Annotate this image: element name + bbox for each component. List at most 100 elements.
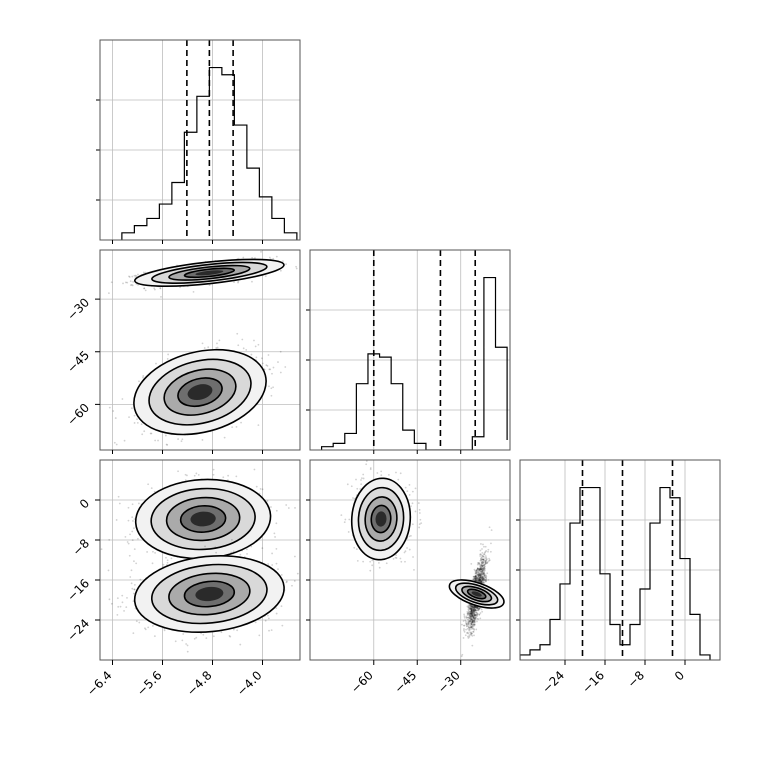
- sample-point: [281, 260, 284, 263]
- sample-point: [207, 346, 210, 349]
- sample-point: [254, 345, 257, 348]
- sample-point: [135, 562, 138, 565]
- sample-point: [271, 552, 274, 555]
- sample-point: [144, 628, 147, 631]
- sample-point: [128, 275, 130, 278]
- sample-point: [251, 280, 253, 283]
- sample-point: [132, 520, 134, 522]
- sample-point: [131, 539, 134, 542]
- sample-point: [181, 639, 184, 642]
- sample-point: [232, 550, 235, 553]
- sample-point: [131, 530, 134, 533]
- sample-point: [302, 256, 304, 258]
- sample-point: [130, 283, 133, 286]
- sample-point: [245, 548, 248, 551]
- sample-point: [254, 257, 256, 259]
- sample-point: [154, 551, 156, 554]
- sample-point: [237, 344, 240, 347]
- sample-point: [128, 276, 131, 278]
- sample-point: [267, 614, 269, 617]
- histogram-2: [520, 486, 711, 660]
- sample-point: [201, 342, 204, 345]
- sample-point: [152, 550, 154, 553]
- sample-point: [195, 636, 198, 639]
- sample-point: [272, 366, 275, 369]
- sample-point: [279, 350, 282, 353]
- sample-point: [153, 490, 156, 493]
- sample-point: [127, 519, 130, 522]
- sample-point: [275, 562, 278, 565]
- sample-point: [155, 362, 157, 365]
- sample-point: [82, 283, 84, 285]
- sample-point: [215, 346, 218, 349]
- sample-point: [129, 284, 132, 287]
- sample-point: [133, 414, 136, 417]
- sample-point: [166, 358, 169, 360]
- sample-point: [266, 365, 269, 367]
- sample-point: [157, 439, 159, 442]
- sample-point: [121, 398, 124, 400]
- sample-point: [272, 257, 275, 260]
- sample-point: [144, 289, 147, 292]
- sample-point: [159, 287, 162, 290]
- sample-point: [253, 339, 255, 342]
- sample-point: [275, 509, 278, 512]
- sample-point: [218, 339, 221, 342]
- contour-line: [133, 258, 285, 288]
- sample-point: [117, 495, 120, 498]
- sample-point: [186, 474, 188, 477]
- sample-point: [136, 418, 138, 421]
- sample-point: [125, 606, 128, 609]
- sample-point: [205, 637, 208, 640]
- sample-point: [220, 631, 223, 634]
- sample-point: [114, 417, 117, 419]
- sample-point: [195, 472, 198, 475]
- sample-point: [112, 410, 115, 412]
- sample-point: [133, 527, 135, 530]
- sample-point: [126, 541, 129, 543]
- sample-point: [228, 634, 231, 637]
- sample-point: [115, 519, 118, 521]
- sample-point: [208, 284, 211, 287]
- scatter-frame: [99, 249, 301, 451]
- sample-point: [257, 343, 260, 346]
- sample-point: [140, 423, 143, 426]
- sample-point: [294, 506, 296, 509]
- sample-point: [135, 275, 138, 278]
- sample-point: [135, 620, 138, 623]
- contour-line: [148, 358, 252, 426]
- sample-point: [149, 432, 152, 435]
- sample-point: [170, 557, 173, 560]
- contour-line: [179, 505, 227, 533]
- sample-point: [261, 362, 264, 365]
- sample-point: [124, 535, 127, 538]
- sample-point: [182, 633, 185, 635]
- sample-point: [268, 385, 270, 388]
- sample-point: [133, 422, 136, 424]
- contour-line: [183, 267, 236, 279]
- sample-point: [177, 470, 179, 473]
- sample-point: [131, 284, 134, 287]
- sample-point: [232, 628, 235, 631]
- sample-point: [132, 632, 135, 635]
- sample-point: [165, 443, 168, 446]
- sample-point: [285, 263, 287, 265]
- sample-point: [264, 275, 267, 278]
- sample-point: [146, 551, 149, 553]
- sample-point: [277, 568, 279, 571]
- sample-point: [279, 269, 282, 272]
- sample-point: [160, 295, 162, 298]
- sample-point: [137, 502, 140, 505]
- sample-point: [184, 479, 187, 482]
- sample-point: [136, 421, 139, 424]
- sample-point: [245, 348, 248, 351]
- sample-point: [122, 282, 124, 285]
- sample-point: [287, 507, 290, 509]
- contour-line: [168, 264, 251, 281]
- sample-point: [250, 353, 253, 356]
- sample-point: [131, 516, 134, 519]
- sample-point: [215, 551, 218, 554]
- sample-point: [133, 274, 136, 277]
- sample-point: [108, 538, 111, 541]
- contour-line: [177, 377, 223, 408]
